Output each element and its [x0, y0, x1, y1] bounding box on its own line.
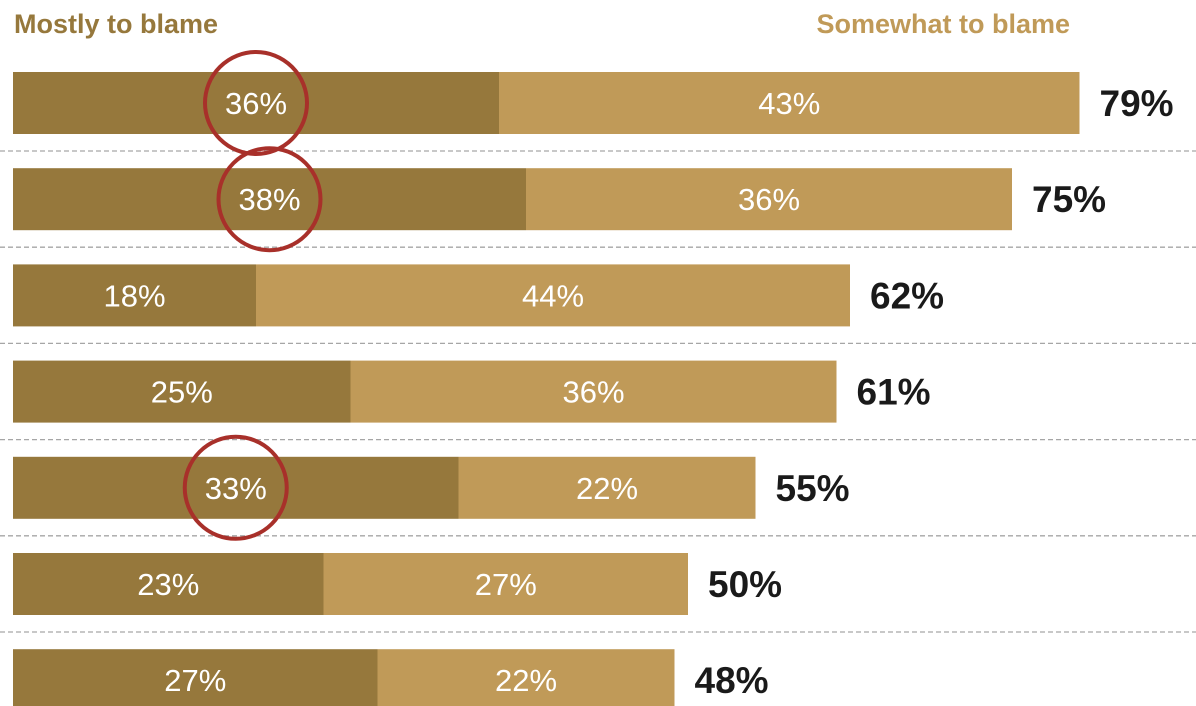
- label-mostly-4: 25%: [151, 375, 213, 410]
- label-mostly-7: 27%: [164, 663, 226, 698]
- highlight-circle-2: [216, 146, 323, 253]
- bar-mostly-3: [13, 264, 256, 327]
- row-separators: [0, 150, 1196, 633]
- bar-mostly-6: [13, 553, 324, 615]
- legend-somewhat-to-blame: Somewhat to blame: [816, 9, 1070, 39]
- label-mostly-5: 33%: [205, 471, 267, 506]
- highlight-circle-5: [182, 434, 289, 541]
- label-total-7: 48%: [695, 660, 769, 701]
- label-somewhat-1: 43%: [758, 86, 820, 121]
- label-mostly-1: 36%: [225, 86, 287, 121]
- label-mostly-3: 18%: [103, 278, 165, 313]
- label-mostly-2: 38%: [238, 182, 300, 217]
- label-total-2: 75%: [1032, 179, 1106, 220]
- bar-somewhat-1: [499, 72, 1080, 134]
- bar-mostly-2: [13, 168, 526, 231]
- bar-mostly-7: [13, 649, 378, 706]
- legend-mostly-to-blame: Mostly to blame: [14, 9, 218, 39]
- bar-mostly-4: [13, 360, 351, 423]
- highlight-circle-1: [203, 50, 309, 156]
- label-total-3: 62%: [870, 275, 944, 316]
- label-somewhat-6: 27%: [475, 567, 537, 602]
- label-somewhat-3: 44%: [522, 278, 584, 313]
- bar-somewhat-5: [458, 456, 756, 519]
- bar-somewhat-4: [350, 360, 837, 423]
- label-total-4: 61%: [857, 372, 931, 413]
- label-total-1: 79%: [1100, 83, 1174, 124]
- label-total-6: 50%: [708, 564, 782, 605]
- bar-mostly-1: [13, 72, 499, 134]
- bar-somewhat-6: [323, 553, 688, 615]
- label-total-5: 55%: [776, 468, 850, 509]
- label-somewhat-4: 36%: [562, 375, 624, 410]
- label-mostly-6: 23%: [137, 567, 199, 602]
- bar-rows: 36% 43% 79% 38% 36% 75% 18% 44% 62% 25% 36% 61% 33% 2…: [13, 72, 1174, 706]
- highlight-circles: [182, 50, 323, 541]
- bar-somewhat-2: [526, 168, 1012, 231]
- label-somewhat-2: 36%: [738, 182, 800, 217]
- bar-somewhat-7: [377, 649, 675, 706]
- bar-mostly-5: [13, 456, 459, 519]
- label-somewhat-5: 22%: [576, 471, 638, 506]
- bar-somewhat-3: [256, 264, 850, 327]
- label-somewhat-7: 22%: [495, 663, 557, 698]
